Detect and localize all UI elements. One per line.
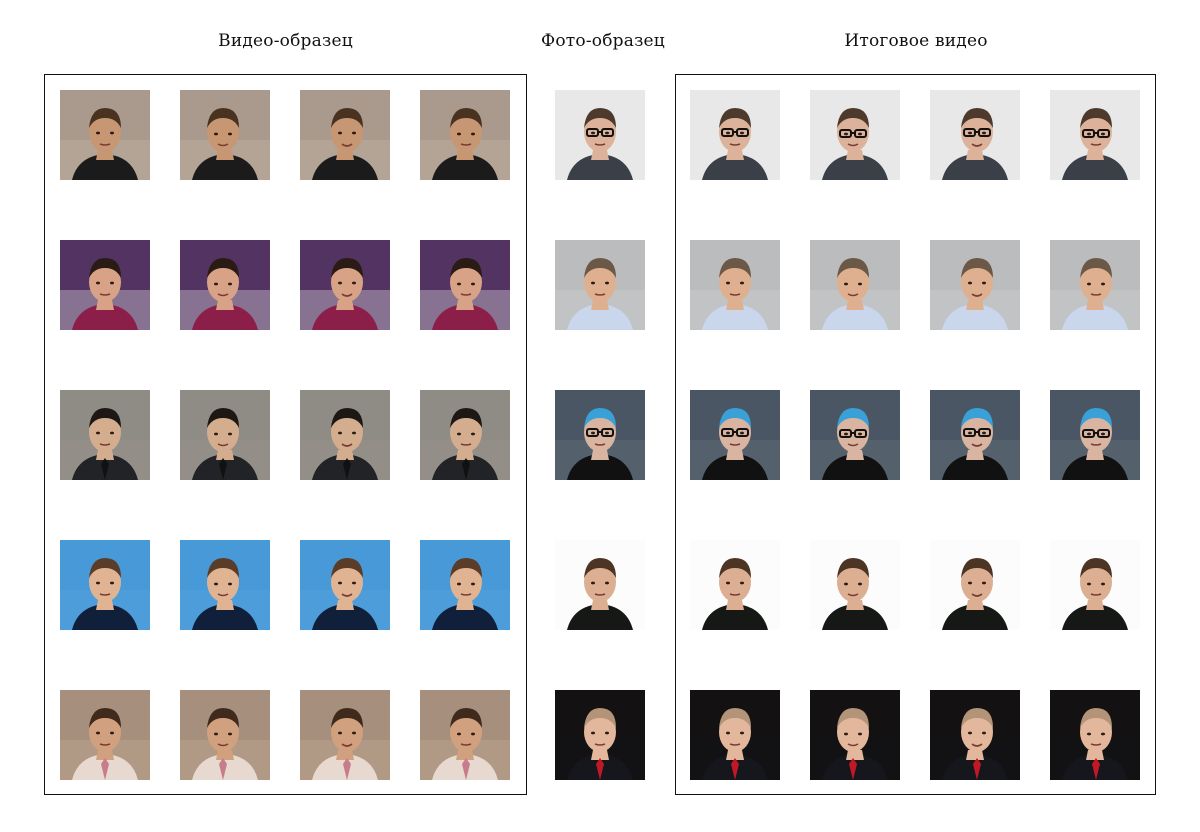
video-sample-frame-thumbnail: [180, 540, 270, 630]
video-sample-frame-thumbnail: [420, 90, 510, 180]
video-sample-frame-thumbnail: [300, 690, 390, 780]
result-video-frame-thumbnail: [810, 540, 900, 630]
video-sample-frame-thumbnail: [180, 240, 270, 330]
video-sample-frame-thumbnail: [60, 240, 150, 330]
video-sample-frame-thumbnail: [60, 390, 150, 480]
video-sample-frame-thumbnail: [420, 690, 510, 780]
video-sample-frame-thumbnail: [420, 390, 510, 480]
result-video-frame-thumbnail: [1050, 690, 1140, 780]
video-sample-frame-thumbnail: [60, 690, 150, 780]
photo-sample-title: Фото-образец: [541, 31, 665, 51]
video-sample-frame-thumbnail: [420, 240, 510, 330]
result-video-frame-thumbnail: [930, 90, 1020, 180]
result-video-frame-thumbnail: [930, 690, 1020, 780]
result-video-frame-thumbnail: [810, 690, 900, 780]
video-sample-frame-thumbnail: [180, 690, 270, 780]
video-sample-frame-thumbnail: [420, 540, 510, 630]
photo-sample-thumbnail: [555, 390, 645, 480]
result-video-frame: [675, 74, 1156, 795]
result-video-frame-thumbnail: [690, 390, 780, 480]
result-video-frame-thumbnail: [690, 540, 780, 630]
result-video-frame-thumbnail: [930, 240, 1020, 330]
result-video-frame-thumbnail: [810, 240, 900, 330]
result-video-frame-thumbnail: [690, 690, 780, 780]
result-video-frame-thumbnail: [1050, 240, 1140, 330]
video-sample-frame-thumbnail: [60, 90, 150, 180]
video-sample-frame-thumbnail: [60, 540, 150, 630]
result-video-frame-thumbnail: [690, 240, 780, 330]
photo-sample-thumbnail: [555, 540, 645, 630]
result-video-frame-thumbnail: [810, 90, 900, 180]
video-sample-frame-thumbnail: [300, 240, 390, 330]
video-sample-frame: [44, 74, 527, 795]
photo-sample-thumbnail: [555, 240, 645, 330]
result-video-frame-thumbnail: [1050, 90, 1140, 180]
result-video-frame-thumbnail: [930, 540, 1020, 630]
result-video-title: Итоговое видео: [844, 31, 988, 51]
result-video-frame-thumbnail: [930, 390, 1020, 480]
photo-sample-thumbnail: [555, 690, 645, 780]
video-sample-frame-thumbnail: [180, 90, 270, 180]
video-sample-frame-thumbnail: [300, 540, 390, 630]
photo-sample-thumbnail: [555, 90, 645, 180]
result-video-frame-thumbnail: [690, 90, 780, 180]
result-video-frame-thumbnail: [1050, 390, 1140, 480]
result-video-frame-thumbnail: [1050, 540, 1140, 630]
video-sample-frame-thumbnail: [300, 390, 390, 480]
video-sample-frame-thumbnail: [300, 90, 390, 180]
video-sample-title: Видео-образец: [218, 31, 353, 51]
result-video-frame-thumbnail: [810, 390, 900, 480]
video-sample-frame-thumbnail: [180, 390, 270, 480]
